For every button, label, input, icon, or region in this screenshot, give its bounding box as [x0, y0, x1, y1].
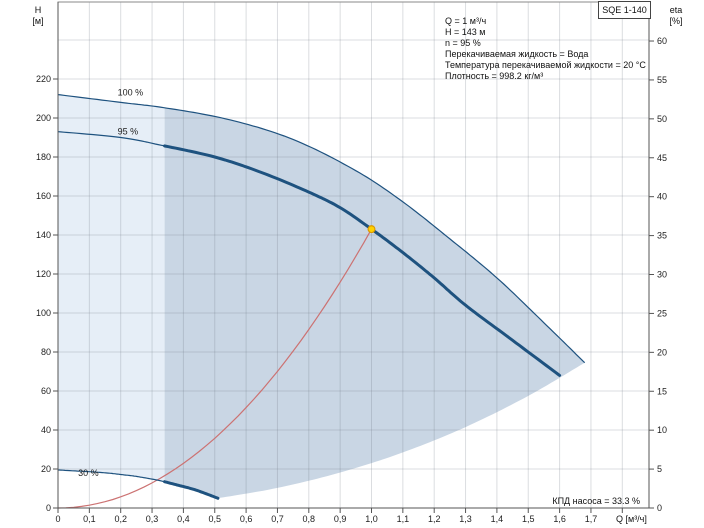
h-axis-tick-label: 140	[36, 230, 51, 240]
q-axis-tick-label: 1,7	[585, 514, 598, 524]
curve-label-95: 95 %	[118, 127, 139, 137]
system-curve	[57, 228, 373, 509]
eta-axis-tick-label: 25	[657, 308, 667, 318]
q-axis-tick-label: 0,4	[177, 514, 190, 524]
h-axis-tick-label: 160	[36, 191, 51, 201]
q-axis-tick-label: 0,5	[208, 514, 221, 524]
q-axis-tick-label: 0,7	[271, 514, 284, 524]
eta-axis-tick-label: 0	[657, 503, 662, 513]
info-line: n = 95 %	[445, 38, 481, 48]
info-line: Перекачиваемая жидкость = Вода	[445, 49, 589, 59]
eta-axis-tick-label: 30	[657, 270, 667, 280]
h-axis-tick-label: 40	[41, 425, 51, 435]
info-line: Q = 1 м³/ч	[445, 16, 487, 26]
info-line: H = 143 м	[445, 27, 486, 37]
h-axis-title-unit: [м]	[32, 16, 44, 26]
pump-efficiency-note: КПД насоса = 33.3 %	[552, 496, 640, 506]
h-axis-tick-label: 20	[41, 464, 51, 474]
info-line: Плотность = 998.2 кг/м³	[445, 71, 544, 81]
pump-curve-30-thick	[163, 480, 220, 500]
h-axis-tick-label: 220	[36, 74, 51, 84]
operating-envelope-light	[58, 94, 165, 482]
curve-label-100: 100 %	[118, 88, 144, 98]
q-axis-tick-label: 0,9	[334, 514, 347, 524]
q-axis-tick-label: 0,3	[146, 514, 159, 524]
q-axis-tick-label: 1,1	[397, 514, 410, 524]
pump-curve-30-thin	[58, 469, 165, 483]
h-axis-tick-label: 180	[36, 152, 51, 162]
curve-label-30: 30 %	[78, 468, 99, 478]
eta-axis-tick-label: 20	[657, 347, 667, 357]
pump-curve-95-thin	[57, 131, 165, 147]
h-axis-tick-label: 200	[36, 113, 51, 123]
q-axis-tick-label: 1,5	[522, 514, 535, 524]
eta-axis-tick-label: 55	[657, 75, 667, 85]
h-axis-tick-label: 80	[41, 347, 51, 357]
eta-axis-tick-label: 50	[657, 114, 667, 124]
eta-axis-tick-label: 60	[657, 36, 667, 46]
q-axis-tick-label: 1,2	[428, 514, 441, 524]
q-axis-tick-label: 0,8	[303, 514, 316, 524]
q-axis-tick-label: 0,1	[83, 514, 96, 524]
eta-axis-tick-label: 45	[657, 153, 667, 163]
pump-model-badge: SQE 1-140	[598, 1, 651, 19]
duty-point-marker	[367, 225, 376, 234]
q-axis-tick-label: 0,2	[114, 514, 127, 524]
eta-axis-tick-label: 40	[657, 192, 667, 202]
eta-axis-tick-label: 35	[657, 231, 667, 241]
q-axis-tick-label: 1,0	[365, 514, 378, 524]
eta-axis-title: eta [%]	[658, 5, 694, 27]
q-axis-tick-label: 1,6	[553, 514, 566, 524]
q-axis-tick-label: 1,3	[459, 514, 472, 524]
operating-envelope-dark	[164, 107, 585, 499]
q-axis-tick-label: 1,4	[491, 514, 504, 524]
h-axis-tick-label: 0	[46, 503, 51, 513]
info-line: Температура перекачиваемой жидкости = 20…	[445, 60, 646, 70]
h-axis-tick-label: 120	[36, 269, 51, 279]
q-axis-tick-label: 0	[55, 514, 60, 524]
h-axis-tick-label: 60	[41, 386, 51, 396]
q-axis-title: Q [м³/ч]	[616, 514, 647, 524]
eta-axis-tick-label: 5	[657, 464, 662, 474]
eta-axis-tick-label: 10	[657, 425, 667, 435]
q-axis-tick-label: 0,6	[240, 514, 253, 524]
eta-axis-title-symbol: eta	[669, 5, 683, 15]
pump-curve-100	[57, 94, 586, 364]
eta-axis-tick-label: 15	[657, 386, 667, 396]
h-axis-tick-label: 100	[36, 308, 51, 318]
eta-axis-title-unit: [%]	[669, 16, 683, 26]
h-axis-title: H [м]	[24, 5, 52, 27]
h-axis-title-symbol: H	[34, 5, 42, 15]
